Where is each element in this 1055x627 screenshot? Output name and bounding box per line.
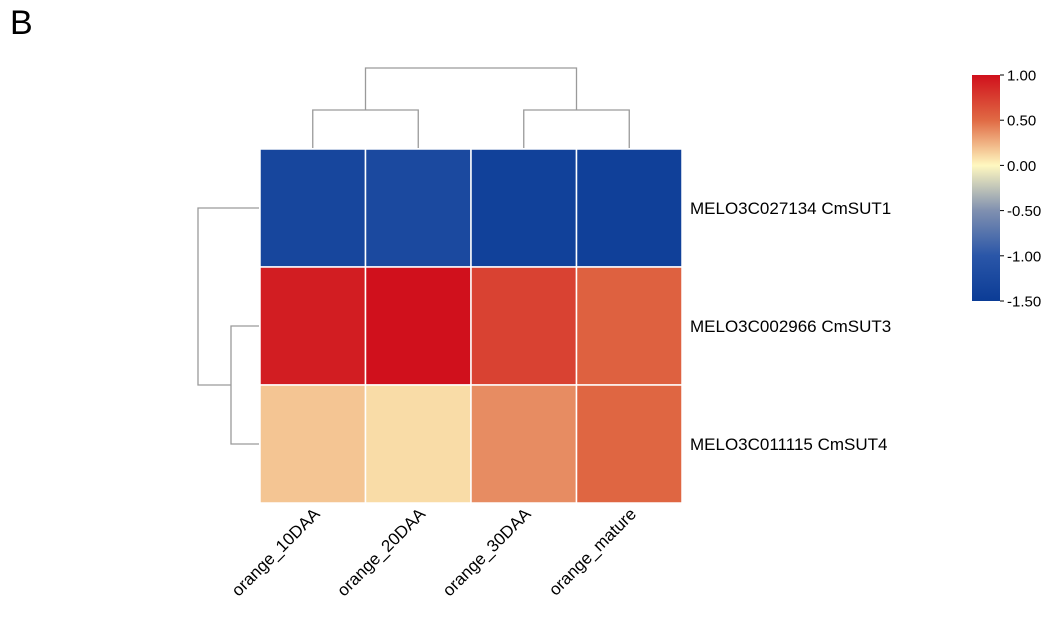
legend-tick-label: 0.00 (1007, 158, 1036, 175)
row-label: MELO3C027134 CmSUT1 (690, 199, 891, 218)
legend-tick-label: -1.00 (1007, 248, 1041, 265)
heatmap-cell (364, 384, 472, 504)
heatmap-cell (575, 266, 683, 386)
legend-tick-label: -0.50 (1007, 203, 1041, 220)
row-label: MELO3C011115 CmSUT4 (690, 435, 887, 454)
column-label: orange_mature (545, 504, 640, 599)
legend-tick-label: 1.00 (1007, 68, 1036, 85)
color-legend: 1.00 0.50 0.00 -0.50 -1.00 -1.50 (972, 68, 1041, 311)
column-label: orange_20DAA (333, 504, 429, 600)
color-legend-bar (972, 75, 1000, 301)
row-label: MELO3C002966 CmSUT3 (690, 317, 891, 336)
column-label: orange_10DAA (228, 504, 324, 600)
column-dendrogram-branch (312, 109, 419, 148)
column-label: orange_30DAA (439, 504, 535, 600)
heatmap-cell (470, 384, 578, 504)
row-dendrogram (197, 207, 259, 445)
column-dendrogram-branch (364, 67, 578, 110)
row-labels: MELO3C027134 CmSUT1 MELO3C002966 CmSUT3 ME… (690, 199, 891, 454)
panel-letter: B (10, 4, 33, 42)
heatmap-cell (575, 148, 683, 268)
row-dendrogram-branch (230, 325, 259, 445)
legend-tick-label: 0.50 (1007, 113, 1036, 130)
heatmap-cell (259, 266, 367, 386)
row-dendrogram-branch (197, 207, 259, 386)
heatmap-cell (470, 148, 578, 268)
column-dendrogram (312, 67, 630, 148)
column-labels: orange_10DAA orange_20DAA orange_30DAA oran… (228, 504, 640, 600)
heatmap-cell (259, 384, 367, 504)
heatmap-cell (575, 384, 683, 504)
column-dendrogram-branch (523, 109, 630, 148)
legend-tick-label: -1.50 (1007, 294, 1041, 311)
heatmap-cells (259, 148, 683, 504)
heatmap-cell (364, 148, 472, 268)
heatmap-cell (470, 266, 578, 386)
heatmap-cell (259, 148, 367, 268)
color-legend-ticks: 1.00 0.50 0.00 -0.50 -1.00 -1.50 (1000, 68, 1041, 311)
heatmap-cell (364, 266, 472, 386)
